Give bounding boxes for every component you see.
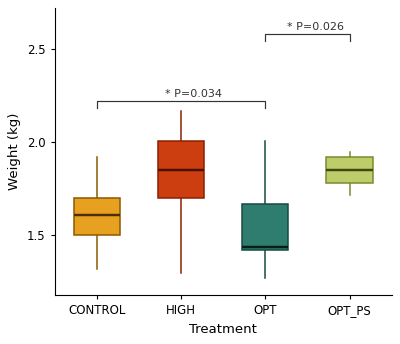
Text: * P=0.026: * P=0.026 (287, 22, 344, 32)
Text: * P=0.034: * P=0.034 (165, 89, 222, 99)
Y-axis label: Weight (kg): Weight (kg) (8, 113, 21, 190)
Bar (158, 141, 204, 198)
Bar (326, 157, 373, 183)
Bar (74, 198, 120, 236)
Bar (242, 204, 288, 250)
X-axis label: Treatment: Treatment (189, 323, 257, 336)
